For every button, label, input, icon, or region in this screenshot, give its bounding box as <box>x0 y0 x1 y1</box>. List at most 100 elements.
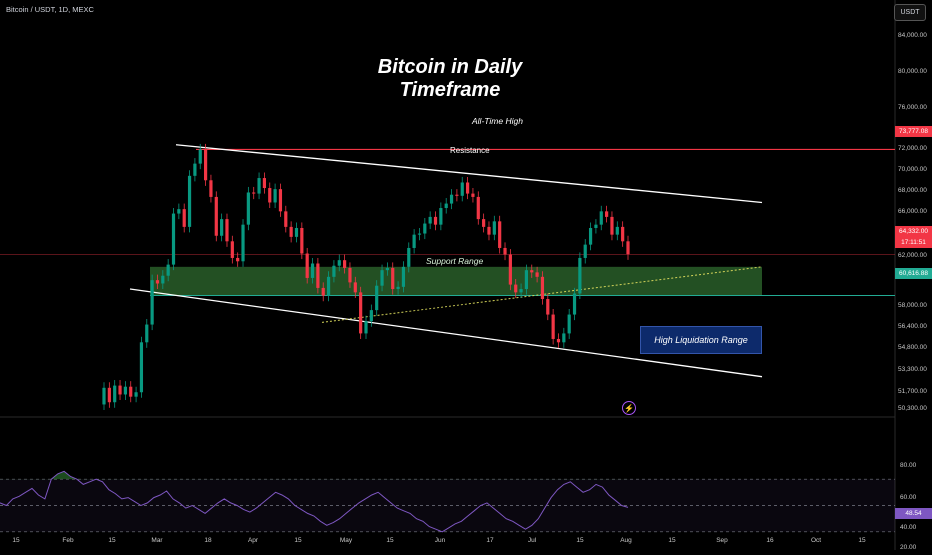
y-tick: 54,800.00 <box>898 344 927 351</box>
current-price-tag: 64,332.00 <box>895 226 932 237</box>
candle-body <box>610 216 614 235</box>
symbol-label: Bitcoin / USDT, 1D, MEXC <box>6 5 94 14</box>
high-liquidation-box: High Liquidation Range <box>640 326 762 354</box>
candle-body <box>375 285 379 311</box>
candle-body <box>209 180 213 197</box>
candle-body <box>310 263 315 278</box>
candle-body <box>605 211 609 217</box>
candle-body <box>615 226 619 235</box>
candle-body <box>433 216 438 225</box>
x-tick: Apr <box>247 537 259 544</box>
candle-body <box>583 244 587 258</box>
candle-body <box>412 234 416 248</box>
chart-title: Bitcoin in Daily Timeframe <box>377 56 523 101</box>
flash-icon[interactable]: ⚡ <box>622 401 636 415</box>
candle-body <box>236 257 240 262</box>
candle-body <box>465 182 470 194</box>
candle-body <box>535 272 539 277</box>
candle-body <box>556 338 561 343</box>
candle-body <box>268 188 272 203</box>
rsi-tick: 20.00 <box>900 544 917 551</box>
x-tick: Mar <box>151 537 163 544</box>
candle-body <box>455 194 459 196</box>
candle-body <box>182 209 186 227</box>
candle-body <box>498 221 502 248</box>
candle-body <box>225 219 229 242</box>
candle-body <box>123 386 127 395</box>
x-tick: Jun <box>434 537 446 544</box>
support-price-tag: 60,616.88 <box>895 268 932 279</box>
lower-trendline <box>129 288 763 378</box>
y-tick: 84,000.00 <box>898 32 927 39</box>
y-tick: 56,400.00 <box>898 323 927 330</box>
candle-body <box>166 264 170 276</box>
y-tick: 51,700.00 <box>898 388 927 395</box>
candle-body <box>129 386 133 397</box>
y-tick: 62,000.00 <box>898 252 927 259</box>
candle-body <box>171 213 176 265</box>
candle-body <box>139 342 144 393</box>
candle-body <box>487 226 491 235</box>
candle-body <box>578 257 582 294</box>
y-tick: 53,300.00 <box>898 366 927 373</box>
x-tick: Jul <box>527 537 537 544</box>
candle-body <box>423 223 427 234</box>
candle-body <box>161 275 165 284</box>
ath-annotation: All-Time High <box>472 116 523 126</box>
candle-body <box>599 211 603 225</box>
x-tick: 15 <box>386 537 394 544</box>
rsi-tick: 40.00 <box>900 524 917 531</box>
y-tick: 72,000.00 <box>898 145 927 152</box>
x-tick: 16 <box>766 537 774 544</box>
candle-body <box>359 292 363 334</box>
candle-body <box>246 192 250 225</box>
candle-body <box>364 321 368 334</box>
rsi-tick: 60.00 <box>900 494 917 501</box>
candle-body <box>198 149 202 164</box>
candle-body <box>562 333 566 343</box>
y-tick: 50,300.00 <box>898 405 927 412</box>
ath-price-tag: 73,777.08 <box>895 126 932 137</box>
candle-body <box>284 211 288 227</box>
candle-body <box>449 194 454 204</box>
candle-body <box>444 203 448 209</box>
candle-body <box>530 270 534 273</box>
candle-body <box>471 193 475 197</box>
candle-body <box>294 227 299 237</box>
x-tick: 18 <box>204 537 212 544</box>
candle-body <box>187 175 192 227</box>
candle-body <box>439 208 443 225</box>
support-range-annotation: Support Range <box>426 256 484 266</box>
candle-body <box>145 324 149 343</box>
candle-body <box>326 276 331 296</box>
x-tick: 15 <box>294 537 302 544</box>
y-tick: 70,000.00 <box>898 166 927 173</box>
candle-body <box>220 219 224 236</box>
candle-body <box>332 265 336 277</box>
countdown-tag: 17:11:51 <box>895 237 932 248</box>
currency-button[interactable]: USDT <box>894 4 926 21</box>
candle-body <box>476 196 480 220</box>
candle-body <box>514 284 518 293</box>
candle-body <box>353 282 357 293</box>
candle-body <box>621 226 625 242</box>
x-tick: Sep <box>716 537 728 544</box>
x-tick: 15 <box>858 537 866 544</box>
candle-body <box>289 226 293 237</box>
support-range-band <box>150 266 762 296</box>
x-tick: 15 <box>668 537 676 544</box>
candle-body <box>492 221 496 235</box>
resistance-annotation: Resistance <box>450 146 490 155</box>
candle-body <box>417 233 422 235</box>
candle-body <box>203 149 208 181</box>
candle-body <box>540 276 545 300</box>
x-tick: 15 <box>12 537 20 544</box>
rsi-line <box>0 470 629 533</box>
candle-body <box>316 263 320 288</box>
candle-body <box>102 387 106 405</box>
candle-body <box>391 267 395 290</box>
candle-body <box>401 266 406 287</box>
candle-body <box>396 286 400 290</box>
